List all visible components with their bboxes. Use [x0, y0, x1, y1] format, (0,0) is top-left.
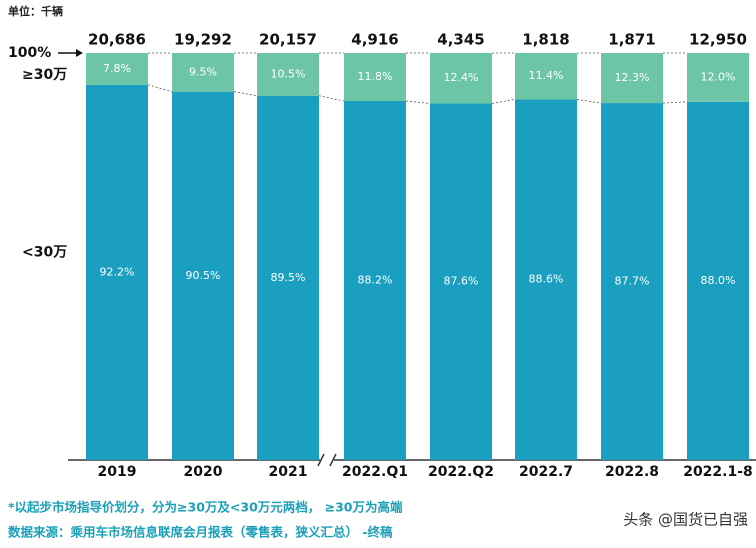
total-label: 12,950: [689, 31, 747, 49]
connector: [405, 100, 431, 104]
x-tick-label: 2022.1-8: [683, 464, 753, 480]
bar-segment: [430, 53, 492, 104]
connector: [233, 91, 258, 97]
value-label: 87.7%: [615, 275, 650, 288]
bar-segment: [86, 84, 148, 460]
bar-segment: [515, 53, 577, 100]
x-tick-label: 2021: [269, 464, 308, 480]
value-label: 10.5%: [271, 67, 306, 80]
value-label: 12.0%: [701, 70, 736, 83]
x-tick-label: 2019: [98, 464, 137, 480]
watermark: 头条 @国货已自强: [623, 511, 748, 529]
bar-segment: [86, 53, 148, 85]
value-label: 90.5%: [186, 269, 221, 282]
x-tick-label: 2022.7: [519, 464, 573, 480]
total-label: 4,916: [351, 31, 398, 49]
connector: [147, 84, 173, 93]
value-label: 12.4%: [444, 71, 479, 84]
x-tick-label: 2020: [184, 464, 223, 480]
bar-segment: [344, 53, 406, 102]
footnote: 数据来源：乘用车市场信息联席会月报表（零售表，狭义汇总） -终稿: [7, 525, 393, 540]
legend-label: <30万: [22, 244, 67, 260]
value-label: 92.2%: [100, 265, 135, 278]
legend-label: ≥30万: [22, 67, 67, 83]
bar-segment: [172, 53, 234, 92]
arrow-head: [76, 49, 83, 57]
bar-segment: [430, 103, 492, 460]
value-label: 7.8%: [103, 62, 131, 75]
axis-break: [317, 453, 325, 467]
value-label: 87.6%: [444, 275, 479, 288]
x-tick-label: 2022.8: [605, 464, 659, 480]
connector: [491, 99, 516, 104]
bar-segment: [257, 53, 319, 96]
value-label: 88.6%: [529, 273, 564, 286]
bar-segment: [257, 95, 319, 461]
value-label: 12.3%: [615, 71, 650, 84]
value-label: 88.2%: [358, 274, 393, 287]
value-label: 89.5%: [271, 271, 306, 284]
bar-segment: [601, 53, 663, 104]
total-label: 1,818: [522, 31, 569, 49]
x-tick-label: 2022.Q2: [428, 464, 494, 480]
total-label: 1,871: [608, 31, 655, 49]
connector: [662, 101, 688, 104]
total-label: 20,686: [88, 31, 146, 49]
connector: [576, 99, 602, 104]
total-label: 20,157: [259, 31, 317, 49]
unit-label: 单位：千辆: [8, 4, 63, 18]
connector: [318, 95, 345, 102]
bar-segment: [344, 101, 406, 460]
bar-segment: [687, 53, 749, 102]
value-label: 11.4%: [529, 69, 564, 82]
x-tick-label: 2022.Q1: [342, 464, 408, 480]
value-label: 11.8%: [358, 70, 393, 83]
value-label: 88.0%: [701, 274, 736, 287]
bar-segment: [515, 99, 577, 460]
total-label: 19,292: [174, 31, 232, 49]
bar-segment: [601, 103, 663, 460]
footnote: *以起步市场指导价划分，分为≥30万及<30万元两档， ≥30万为高端: [8, 500, 403, 515]
value-label: 9.5%: [189, 65, 217, 78]
bar-segment: [172, 91, 234, 460]
axis-break: [329, 453, 337, 467]
total-label: 4,345: [437, 31, 484, 49]
y-tick-label: 100%: [8, 45, 51, 61]
bar-segment: [687, 101, 749, 460]
